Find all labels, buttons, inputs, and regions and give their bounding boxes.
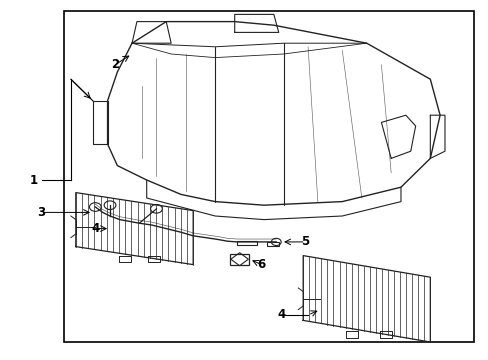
Bar [237, 241, 256, 245]
Text: 3: 3 [38, 206, 45, 219]
Text: 4: 4 [91, 222, 99, 235]
Text: 4: 4 [277, 309, 285, 321]
Text: 6: 6 [257, 258, 265, 271]
Bar [63, 11, 473, 342]
Text: 1: 1 [30, 174, 38, 186]
Text: 5: 5 [301, 235, 309, 248]
Text: 2: 2 [111, 58, 119, 71]
Bar [266, 242, 278, 246]
Bar [229, 254, 249, 265]
